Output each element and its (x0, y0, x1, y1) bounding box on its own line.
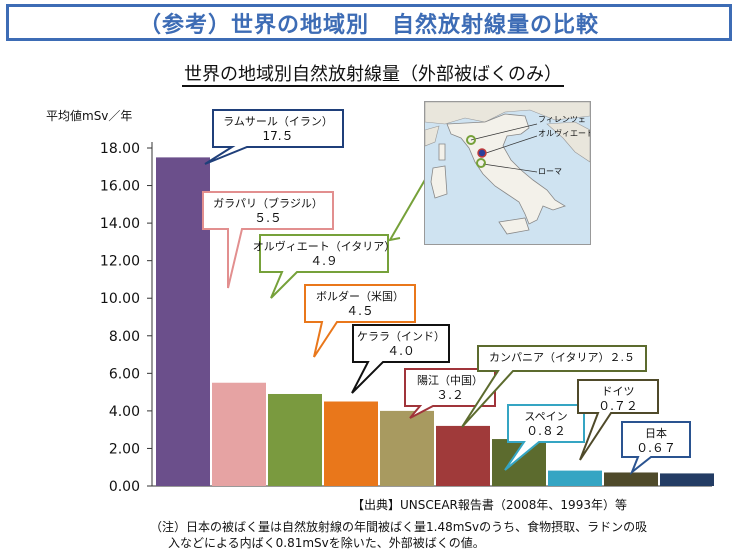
callout-name-7: カンパニア（イタリア）２.５ (489, 351, 635, 364)
footnote: （注）日本の被ばく量は自然放射線の年間被ばく量1.48mSvのうち、食物摂取、ラ… (150, 519, 710, 551)
callout-value-4: ４.５ (346, 304, 374, 318)
callout-value-9: ０.７２ (598, 399, 638, 413)
banner-title: （参考）世界の地域別 自然放射線量の比較 (138, 12, 599, 38)
callout-value-3: ４.９ (310, 254, 338, 268)
callout-box-7 (461, 345, 647, 428)
france-coast (425, 125, 440, 147)
callout-box-5 (351, 324, 450, 394)
callout-name-1: ラムサール（イラン） (223, 115, 333, 128)
bar-8 (548, 470, 602, 486)
y-tick-label: 12.00 (100, 254, 140, 270)
bar-2 (212, 382, 266, 486)
bar-6 (436, 425, 490, 486)
rome-leader (482, 163, 538, 173)
callout-value-8: ０.８２ (526, 424, 566, 438)
callout-name-2: ガラパリ（ブラジル） (213, 196, 323, 210)
florence-leader (470, 123, 538, 141)
bar-3 (268, 393, 322, 486)
callout-box-1 (204, 109, 344, 165)
chart-title: 世界の地域別自然放射線量（外部被ばくのみ） (182, 64, 564, 87)
callout-value-1: 17.５ (262, 129, 293, 143)
footnote-line2: 入などによる内ばく0.81mSvを除いた、外部被ばくの値。 (168, 536, 485, 550)
bar-7 (492, 439, 546, 486)
balkans-region (546, 121, 590, 163)
rome-marker (476, 158, 486, 168)
callout-name-9: ドイツ (602, 385, 635, 398)
callout-value-6: ３.２ (436, 388, 464, 402)
corsica (438, 143, 446, 161)
orvieto-label: オルヴィエート (538, 129, 591, 138)
italy-map-drawing (425, 102, 590, 235)
y-tick-label: 18.00 (100, 141, 140, 157)
callout-box-3 (259, 234, 389, 299)
callout-box-10 (621, 421, 691, 476)
callout-box-2 (202, 191, 334, 289)
bar-9 (604, 472, 658, 486)
callout-value-10: ０.６７ (636, 441, 676, 455)
y-axis-label: 平均値mSv／年 (46, 109, 133, 123)
y-tick-label: 4.00 (109, 404, 140, 420)
y-tick-label: 0.00 (109, 479, 140, 495)
bar-4 (324, 401, 378, 486)
y-tick-label: 2.00 (109, 441, 140, 457)
orvieto-marker (477, 148, 487, 158)
bar-5 (380, 410, 434, 486)
callout-box-4 (304, 284, 416, 358)
florence-marker (466, 135, 476, 145)
sardinia (430, 165, 448, 199)
chart-title-wrap: 世界の地域別自然放射線量（外部被ばくのみ） (0, 60, 746, 87)
florence-label: フィレンツェ (538, 115, 586, 124)
callout-name-8: スペイン (524, 410, 567, 423)
footnote-line1: （注）日本の被ばく量は自然放射線の年間被ばく量1.48mSvのうち、食物摂取、ラ… (150, 520, 648, 534)
y-tick-label: 14.00 (100, 216, 140, 232)
callout-name-4: ボルダー（米国） (316, 289, 404, 303)
y-tick-label: 16.00 (100, 179, 140, 195)
y-tick-label: 6.00 (109, 366, 140, 382)
callout-value-2: ５.５ (254, 211, 282, 225)
callout-name-10: 日本 (645, 426, 667, 440)
page-banner: （参考）世界の地域別 自然放射線量の比較 (6, 4, 732, 41)
sicily (498, 217, 530, 235)
callout-value-5: ４.０ (387, 344, 415, 358)
callout-name-3: オルヴィエート（イタリア） (253, 239, 396, 253)
italy-map: フィレンツェ オルヴィエート ローマ (424, 101, 591, 245)
y-tick-label: 8.00 (109, 329, 140, 345)
map-connector (388, 177, 427, 242)
callout-box-9 (577, 379, 659, 461)
bar-1 (156, 157, 210, 486)
callout-name-6: 陽江（中国） (417, 374, 483, 387)
rome-label: ローマ (538, 167, 562, 176)
bar-10 (660, 473, 714, 486)
alps-region (425, 102, 590, 125)
orvieto-leader (482, 135, 538, 155)
y-tick-label: 10.00 (100, 291, 140, 307)
italy-mainland (446, 113, 566, 225)
source-note: 【出典】UNSCEAR報告書（2008年、1993年）等 (352, 498, 627, 512)
callout-name-5: ケララ（インド） (357, 330, 445, 343)
